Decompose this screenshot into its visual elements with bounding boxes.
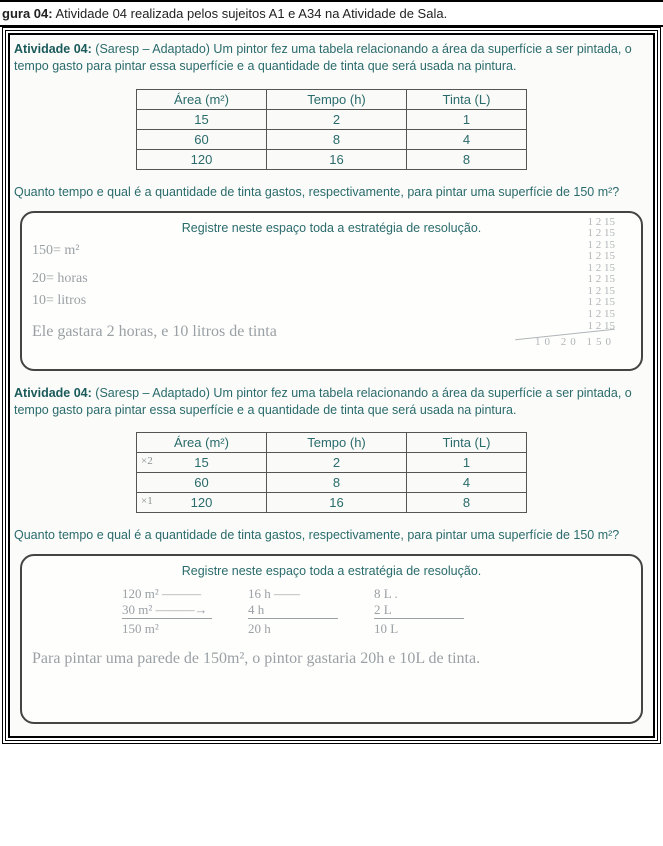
calc-val: 30 m² [122,602,152,617]
th-tempo: Tempo (h) [267,89,407,109]
td-area: 60 [137,129,267,149]
td-area-val: 15 [194,455,208,470]
instruction-2: Registre neste espaço toda a estratégia … [32,564,631,578]
table-row: ×2 15 2 1 [137,453,527,473]
problem-statement-2: Atividade 04: (Saresp – Adaptado) Um pin… [14,385,649,419]
calc-cell: 8 L . [374,586,464,602]
problem-text-1: (Saresp – Adaptado) Um pintor fez uma ta… [14,42,632,73]
activity-block-a34: Atividade 04: (Saresp – Adaptado) Um pin… [14,385,649,725]
td-tinta: 1 [407,453,527,473]
tally-sum: 10 20 150 [515,337,615,349]
figure-caption: gura 04: Atividade 04 realizada pelos su… [0,0,663,27]
calc-row: 120 m² ——— 16 h —— 8 L . [122,586,631,602]
caption-label: gura 04: [2,6,53,21]
calc-val: 120 m² [122,586,159,601]
calc-cell: 30 m² ———→ [122,602,212,618]
data-table-2: Área (m²) Tempo (h) Tinta (L) ×2 15 2 1 … [136,432,527,513]
calc-sum: 10 L [374,618,464,637]
table-2-wrapper: Área (m²) Tempo (h) Tinta (L) ×2 15 2 1 … [14,432,649,513]
td-tinta: 8 [407,149,527,169]
annotation-x1: ×1 [141,495,153,507]
question-2: Quanto tempo e qual é a quantidade de ti… [14,527,649,544]
problem-text-2: (Saresp – Adaptado) Um pintor fez uma ta… [14,386,632,417]
table-row: 60 8 4 [137,473,527,493]
calc-cell: 120 m² ——— [122,586,212,602]
td-tinta: 8 [407,493,527,513]
table-row: 15 2 1 [137,109,527,129]
td-area-val: 120 [191,495,213,510]
answer-box-a1: Registre neste espaço toda a estratégia … [20,211,643,371]
table-row: 120 16 8 [137,149,527,169]
table-row: 60 8 4 [137,129,527,149]
th-area: Área (m²) [137,89,267,109]
tally-line: 1 2 15 [515,309,615,321]
calc-row: 150 m² 20 h 10 L [122,618,631,637]
th-tinta: Tinta (L) [407,89,527,109]
td-tempo: 16 [267,493,407,513]
td-tempo: 2 [267,109,407,129]
td-tinta: 1 [407,109,527,129]
outer-frame: Atividade 04: (Saresp – Adaptado) Um pin… [2,27,661,744]
calc-sum: 150 m² [122,618,212,637]
inner-frame: Atividade 04: (Saresp – Adaptado) Um pin… [8,33,655,738]
annotation-x2: ×2 [141,455,153,467]
caption-text: Atividade 04 realizada pelos sujeitos A1… [53,6,448,21]
tally-line: 1 2 15 [515,228,615,240]
td-tinta: 4 [407,129,527,149]
calc-cell: 4 h [248,602,338,618]
problem-label-2: Atividade 04: [14,386,92,400]
th-area: Área (m²) [137,433,267,453]
calc-block: 120 m² ——— 16 h —— 8 L . 30 m² ———→ 4 h … [122,586,631,637]
td-tempo: 16 [267,149,407,169]
calc-sum: 20 h [248,618,338,637]
table-row: Área (m²) Tempo (h) Tinta (L) [137,89,527,109]
td-area: 120 [137,149,267,169]
td-area: ×1 120 [137,493,267,513]
hand-final: Para pintar uma parede de 150m², o pinto… [32,647,631,670]
table-row: ×1 120 16 8 [137,493,527,513]
calc-row: 30 m² ———→ 4 h 2 L [122,602,631,618]
answer-box-a34: Registre neste espaço toda a estratégia … [20,554,643,724]
td-area: ×2 15 [137,453,267,473]
question-1: Quanto tempo e qual é a quantidade de ti… [14,184,649,201]
calc-val: 16 h [248,586,271,601]
th-tinta: Tinta (L) [407,433,527,453]
activity-block-a1: Atividade 04: (Saresp – Adaptado) Um pin… [14,41,649,371]
td-tinta: 4 [407,473,527,493]
td-tempo: 8 [267,473,407,493]
td-tempo: 2 [267,453,407,473]
problem-label-1: Atividade 04: [14,42,92,56]
th-tempo: Tempo (h) [267,433,407,453]
td-tempo: 8 [267,129,407,149]
calc-cell: 16 h —— [248,586,338,602]
calc-cell: 2 L [374,602,464,618]
td-area: 60 [137,473,267,493]
tally-block: 1 2 15 1 2 15 1 2 15 1 2 15 1 2 15 1 2 1… [515,217,615,349]
problem-statement-1: Atividade 04: (Saresp – Adaptado) Um pin… [14,41,649,75]
td-area: 15 [137,109,267,129]
data-table-1: Área (m²) Tempo (h) Tinta (L) 15 2 1 60 … [136,89,527,170]
table-row: Área (m²) Tempo (h) Tinta (L) [137,433,527,453]
